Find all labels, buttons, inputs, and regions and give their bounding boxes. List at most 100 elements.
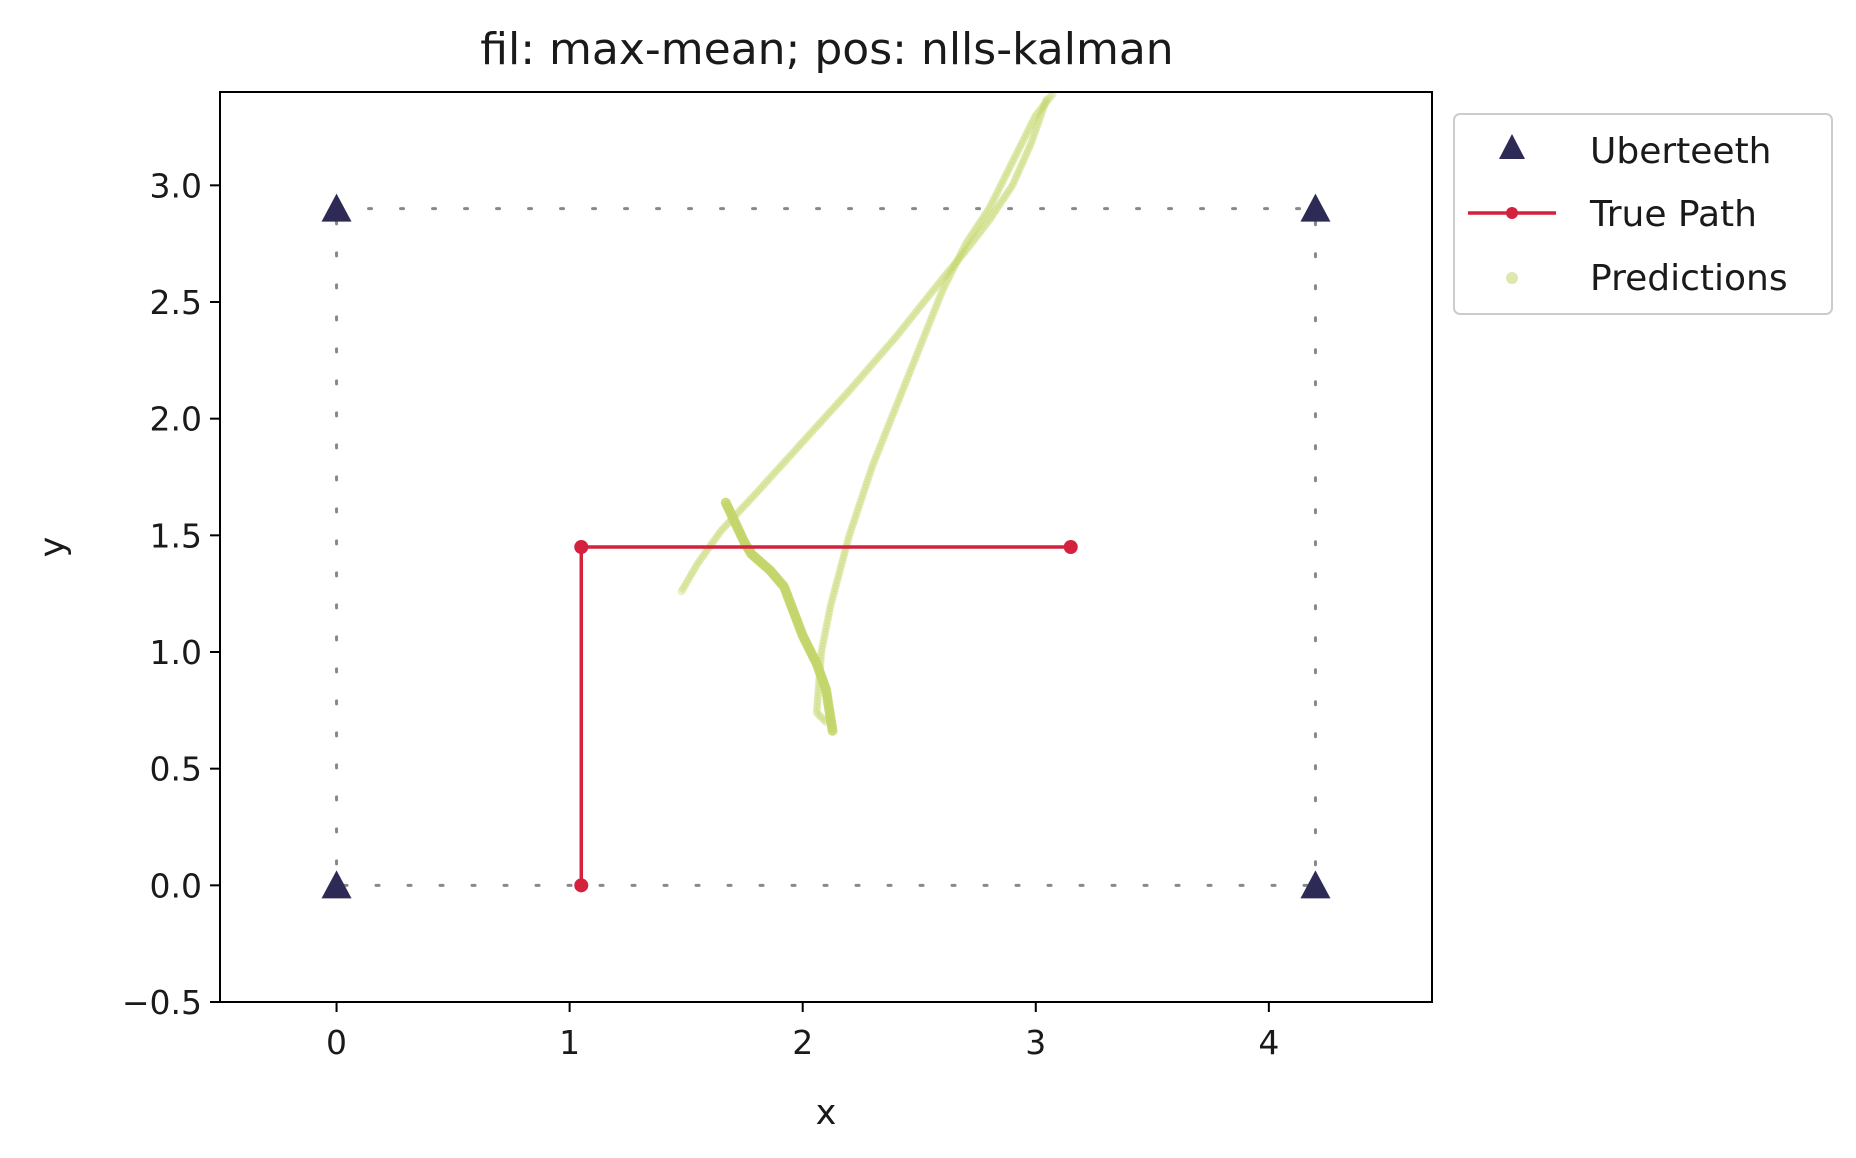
prediction-point [879,433,888,442]
prediction-point [972,223,981,232]
prediction-point [832,578,841,587]
prediction-point [683,577,692,586]
prediction-point [930,305,939,314]
prediction-point [815,676,824,685]
prediction-point [1032,122,1041,131]
prediction-point [816,659,825,668]
prediction-point [920,330,929,339]
prediction-point [680,582,689,591]
prediction-point [849,517,858,526]
prediction-point [845,386,854,395]
x-tick-label: 1 [559,1023,580,1062]
prediction-point [1003,168,1012,177]
prediction-point [1022,129,1031,138]
prediction-point [857,494,866,503]
prediction-point [988,211,997,220]
prediction-point [905,369,914,378]
prediction-point [946,270,955,279]
prediction-point [885,419,894,428]
prediction-point [955,252,964,261]
prediction-point [710,536,719,544]
x-tick-label: 0 [326,1023,347,1062]
prediction-point [690,564,699,573]
prediction-point [1041,98,1050,107]
prediction-point [717,526,726,535]
prediction-point [788,448,797,457]
prediction-point [975,218,984,227]
prediction-point [855,500,864,509]
prediction-point [849,520,858,529]
prediction-point [1029,133,1038,142]
prediction-point [1039,102,1048,110]
prediction-point [912,307,921,316]
prediction-point [929,308,938,317]
prediction-point [951,260,960,269]
prediction-point [721,522,729,531]
prediction-point [806,429,815,438]
prediction-point [1002,190,1011,199]
prediction-point [974,230,983,239]
prediction-point [849,382,858,391]
prediction-point [844,534,853,543]
prediction-point [815,668,824,677]
y-tick-label: 0.0 [150,866,202,905]
prediction-point [1034,117,1043,126]
prediction-point [887,414,896,423]
prediction-point [886,416,895,425]
prediction-point [891,403,900,411]
prediction-point [827,598,836,607]
prediction-point [829,403,838,412]
prediction-point [971,225,980,234]
prediction-point [839,393,848,402]
prediction-point [917,339,926,348]
prediction-point [702,547,711,556]
prediction-point [816,662,825,671]
legend-item-true-path: True Path [1468,194,1757,235]
prediction-point [888,337,897,346]
prediction-point [829,590,838,599]
prediction-point [884,422,893,431]
prediction-point [979,223,988,232]
prediction-point [880,430,889,439]
prediction-point [947,268,956,277]
prediction-point [708,538,717,547]
prediction-point [897,389,906,398]
prediction-point [877,439,886,448]
prediction-point [845,531,854,540]
prediction-point [943,275,952,284]
prediction-point [757,482,766,491]
prediction-point [899,383,908,392]
prediction-point [827,725,838,736]
prediction-point [963,244,972,253]
prediction-point [1037,104,1046,113]
y-tick-label: 2.0 [150,400,202,439]
prediction-point [891,333,900,341]
prediction-point [738,503,747,512]
prediction-point [964,235,973,243]
prediction-point [967,239,976,248]
prediction-point [1020,155,1029,164]
prediction-point [881,428,890,436]
prediction-point [765,474,774,483]
prediction-point [684,574,693,583]
prediction-point [924,322,933,331]
predictions-series [677,92,1057,736]
prediction-point [775,463,784,472]
prediction-point [847,384,856,393]
prediction-point [759,480,768,489]
prediction-point [695,557,704,565]
prediction-point [763,476,772,485]
prediction-point [1006,183,1015,192]
y-tick-label: 1.0 [150,633,202,672]
prediction-point [980,211,989,220]
prediction-point [851,511,860,520]
prediction-point [1038,106,1047,115]
prediction-point [983,207,992,215]
prediction-point [954,255,963,264]
prediction-point [1009,155,1018,164]
prediction-point [1001,170,1010,179]
prediction-point [910,355,919,364]
prediction-point [916,341,925,350]
prediction-point [923,325,931,334]
prediction-point [870,455,879,464]
